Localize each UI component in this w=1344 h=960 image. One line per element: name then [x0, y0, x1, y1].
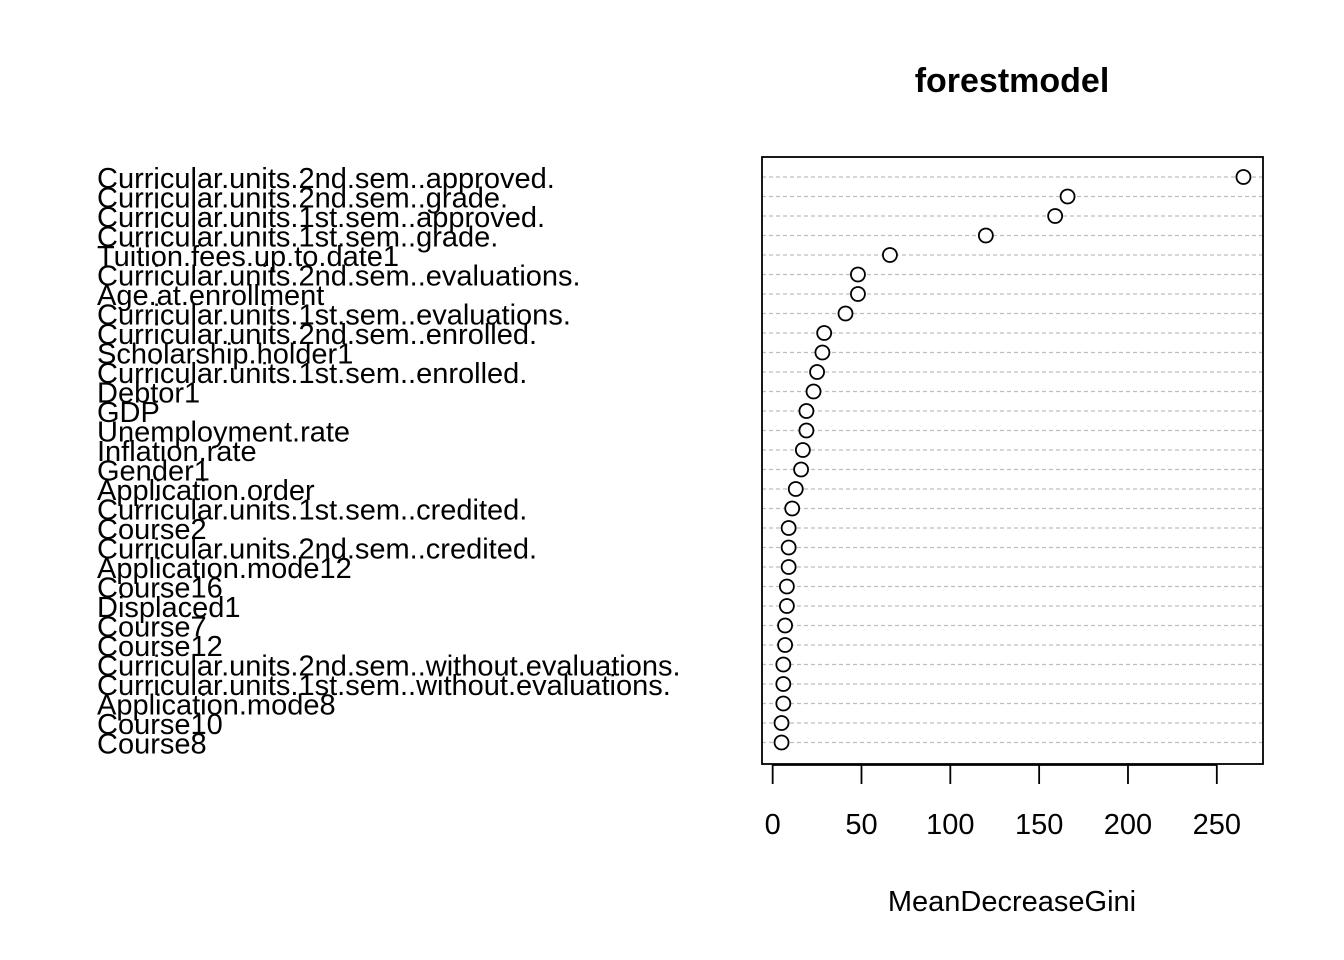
data-point [798, 422, 815, 439]
data-point [793, 461, 809, 478]
variable-label: Curricular.units.1st.sem..credited. [97, 495, 527, 527]
variable-label: Curricular.units.2nd.sem..enrolled. [97, 319, 537, 351]
variable-label: Displaced1 [97, 592, 240, 624]
x-axis-title: MeanDecreaseGini [888, 886, 1136, 918]
data-point [784, 500, 801, 517]
variable-label: Course7 [97, 612, 207, 644]
variable-label: Application.mode8 [97, 690, 336, 722]
variable-label: Course16 [97, 573, 223, 605]
data-point [787, 481, 804, 497]
variable-label: Curricular.units.1st.sem..grade. [97, 222, 498, 254]
data-point [780, 520, 797, 536]
variable-label: Course8 [97, 729, 207, 761]
data-point [1235, 169, 1252, 185]
data-point [773, 734, 790, 751]
data-point [775, 656, 792, 673]
variable-label: GDP [97, 397, 160, 429]
chart-title: forestmodel [915, 62, 1110, 100]
data-point [816, 325, 833, 341]
data-point [977, 227, 994, 244]
variable-label: Debtor1 [97, 378, 200, 410]
variable-labels: Curricular.units.2nd.sem..approved.Curri… [97, 163, 681, 761]
data-point [780, 559, 797, 575]
data-point [794, 442, 811, 458]
x-tick-label: 50 [845, 809, 877, 841]
grid-lines [762, 176, 1263, 744]
x-tick-label: 250 [1193, 809, 1241, 841]
data-point [882, 247, 898, 263]
variable-label: Scholarship.holder1 [97, 339, 353, 371]
data-point [805, 383, 822, 400]
variable-label: Curricular.units.2nd.sem..grade. [97, 183, 508, 215]
data-point [773, 715, 790, 731]
data-point [850, 266, 866, 283]
variable-label: Tuition.fees.up.to.date1 [97, 241, 399, 273]
variable-label: Curricular.units.1st.sem..without.evalua… [97, 670, 671, 702]
data-point [780, 539, 797, 556]
data-point [777, 617, 793, 634]
x-tick-label: 100 [926, 809, 974, 841]
x-tick-label: 0 [765, 809, 781, 841]
data-point [798, 403, 815, 419]
x-axis: 0 50 100 150 200 250 [765, 764, 1241, 841]
variable-label: Curricular.units.1st.sem..enrolled. [97, 358, 527, 390]
variable-label: Gender1 [97, 456, 210, 488]
variable-label: Curricular.units.2nd.sem..evaluations. [97, 261, 581, 293]
data-point [837, 305, 854, 322]
data-points [773, 169, 1252, 751]
variable-label: Application.order [97, 475, 315, 507]
data-point [778, 598, 795, 614]
variable-label: Curricular.units.1st.sem..evaluations. [97, 300, 571, 332]
data-point [1047, 208, 1064, 224]
x-tick-label: 200 [1104, 809, 1152, 841]
variable-label: Course2 [97, 514, 207, 546]
variable-label: Curricular.units.2nd.sem..without.evalua… [97, 651, 681, 683]
data-point [1059, 188, 1076, 205]
variable-label: Curricular.units.2nd.sem..approved. [97, 163, 555, 195]
variable-label: Course10 [97, 709, 223, 741]
variable-label: Application.mode12 [97, 553, 352, 585]
variable-label: Inflation.rate [97, 436, 257, 468]
data-point [850, 286, 866, 302]
data-point [809, 364, 825, 380]
data-point [777, 637, 793, 653]
x-tick-label: 150 [1015, 809, 1063, 841]
data-point [778, 578, 795, 595]
variable-label: Course12 [97, 631, 223, 663]
data-point [775, 695, 792, 712]
variable-label: Curricular.units.1st.sem..approved. [97, 202, 545, 234]
variable-label: Curricular.units.2nd.sem..credited. [97, 534, 537, 566]
data-point [814, 344, 831, 361]
data-point [775, 676, 792, 692]
plot-frame [761, 156, 1264, 765]
variable-label: Unemployment.rate [97, 417, 350, 449]
variable-label: Age.at.enrollment [97, 280, 324, 312]
